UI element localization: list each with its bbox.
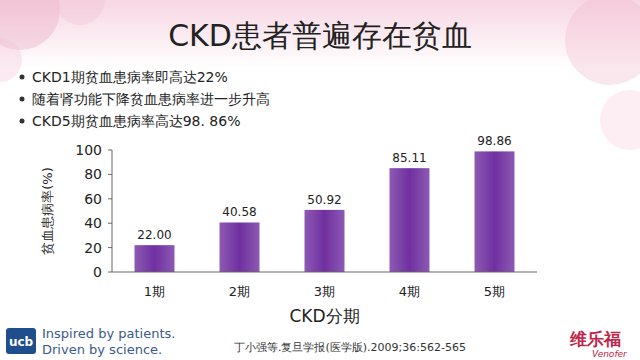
bars — [135, 151, 515, 272]
bullet-dot — [20, 97, 25, 102]
data-label: 50.92 — [307, 193, 341, 207]
brand-en: Venofer — [592, 349, 628, 359]
decor-circle — [565, 0, 640, 85]
y-tick-label: 60 — [84, 191, 102, 207]
decor-circle — [0, 38, 22, 82]
y-tick-label: 0 — [93, 264, 102, 280]
x-tick-label: 5期 — [484, 284, 505, 299]
y-tick — [108, 174, 112, 175]
x-tick-label: 2期 — [229, 284, 250, 299]
x-axis-label: CKD分期 — [289, 306, 359, 326]
x-tick-label: 1期 — [144, 284, 165, 299]
bar — [135, 245, 175, 272]
data-label: 40.58 — [222, 205, 256, 219]
data-label: 22.00 — [137, 228, 171, 242]
bar — [475, 151, 515, 272]
data-label: 85.11 — [392, 151, 426, 165]
y-tick-label: 80 — [84, 166, 102, 182]
slide: CKD患者普遍存在贫血 CKD1期贫血患病率即高达22% 随着肾功能下降贫血患病率进… — [0, 0, 640, 360]
title: CKD患者普遍存在贫血 — [168, 18, 472, 53]
data-label: 98.86 — [477, 134, 511, 148]
tagline: Driven by science. — [42, 342, 162, 357]
y-tick — [108, 272, 112, 273]
logo-box — [6, 328, 36, 354]
x-tick-label: 4期 — [399, 284, 420, 299]
y-tick-label: 100 — [75, 142, 102, 158]
bar — [305, 210, 345, 272]
y-tick — [108, 223, 112, 224]
bullet-text: CKD5期贫血患病率高达98. 86% — [32, 113, 240, 129]
bar — [390, 168, 430, 272]
y-axis-label: 贫血患病率(%) — [40, 167, 55, 255]
logo-text: ucb — [9, 335, 34, 349]
citation: 丁小强等.复旦学报(医学版).2009;36:562-565 — [234, 341, 466, 354]
bar — [220, 222, 260, 272]
y-tick-label: 20 — [84, 240, 102, 256]
bullet-dot — [20, 75, 25, 80]
canvas: CKD患者普遍存在贫血 CKD1期贫血患病率即高达22% 随着肾功能下降贫血患病率进… — [0, 0, 640, 360]
y-tick — [108, 247, 112, 248]
y-axis-line — [112, 150, 113, 272]
x-tick-label: 3期 — [314, 284, 335, 299]
y-tick — [108, 198, 112, 199]
tagline: Inspired by patients. — [42, 326, 175, 341]
decor-circle — [55, 0, 105, 25]
bullet-text: CKD1期贫血患病率即高达22% — [32, 69, 228, 85]
background — [0, 0, 640, 360]
bullet-text: 随着肾功能下降贫血患病率进一步升高 — [32, 91, 270, 107]
bullet-dot — [20, 119, 25, 124]
y-tick-label: 40 — [84, 215, 102, 231]
decor-circle — [600, 90, 640, 150]
y-tick — [108, 150, 112, 151]
brand: 维乐福 — [569, 329, 621, 349]
x-axis-line — [112, 272, 537, 273]
